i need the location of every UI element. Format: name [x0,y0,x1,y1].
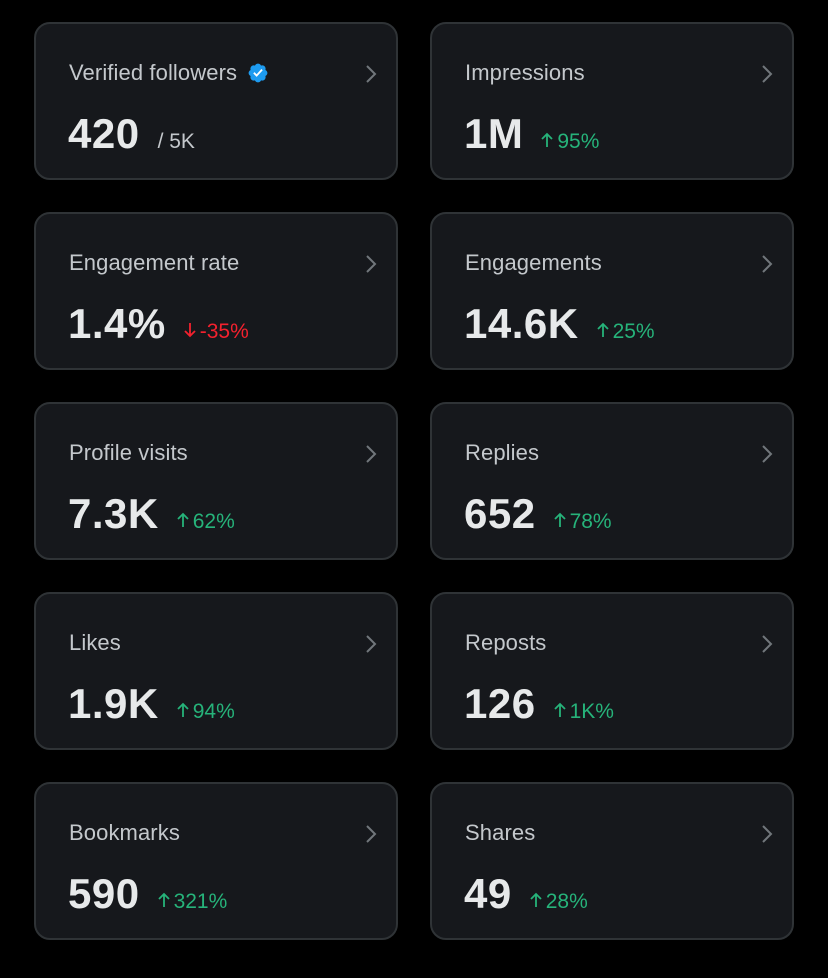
card-delta-value: 28% [545,890,588,913]
chevron-right-icon[interactable] [760,444,774,464]
card-value: 1.4% [68,300,166,347]
card-value-row: 1M 95% [464,110,599,158]
card-verified-followers[interactable]: Verified followers 420 / 5K [34,22,398,180]
card-label: Likes [69,630,121,655]
card-delta-value: 1K% [569,700,614,723]
card-value-row: 420 / 5K [68,110,195,158]
card-header: Verified followers [69,60,269,86]
arrow-down-icon [184,323,196,338]
card-header: Profile visits [69,440,188,466]
card-delta-value: 62% [192,510,235,533]
card-delta-value: 94% [192,700,235,723]
verified-badge-icon [248,63,268,83]
card-value: 7.3K [68,490,159,537]
card-label: Impressions [465,60,585,85]
card-label: Bookmarks [69,820,180,845]
card-value: 126 [464,680,536,727]
chevron-right-icon[interactable] [364,64,378,84]
card-delta: 321% [157,890,228,914]
card-delta-value: 78% [569,510,612,533]
chevron-right-icon[interactable] [364,254,378,274]
card-label: Verified followers [69,60,238,85]
card-delta-value: 95% [557,130,600,153]
card-header: Engagements [465,250,602,276]
card-value-row: 1.4% -35% [68,300,249,348]
card-header: Shares [465,820,535,846]
chevron-right-icon[interactable] [760,824,774,844]
card-value-row: 14.6K 25% [464,300,655,348]
card-bookmarks[interactable]: Bookmarks 590 321% [34,782,398,940]
card-header: Engagement rate [69,250,239,276]
card-impressions[interactable]: Impressions 1M 95% [430,22,794,180]
card-delta: 78% [553,510,612,534]
card-header: Bookmarks [69,820,180,846]
card-value-row: 7.3K 62% [68,490,235,538]
card-value-row: 49 28% [464,870,588,918]
card-header: Impressions [465,60,585,86]
card-delta: 25% [596,320,655,344]
card-label: Reposts [465,630,547,655]
arrow-up-icon [530,892,542,907]
arrow-up-icon [541,132,553,147]
card-delta-value: 25% [612,320,655,343]
card-value: 1M [464,110,524,157]
card-value: 420 [68,110,140,157]
analytics-grid: Verified followers 420 / 5K Impressions … [34,22,794,940]
card-value: 49 [464,870,512,917]
card-delta: -35% [184,320,249,344]
card-replies[interactable]: Replies 652 78% [430,402,794,560]
card-shares[interactable]: Shares 49 28% [430,782,794,940]
chevron-right-icon[interactable] [760,254,774,274]
card-label: Shares [465,820,536,845]
chevron-right-icon[interactable] [760,64,774,84]
chevron-right-icon[interactable] [364,444,378,464]
card-reposts[interactable]: Reposts 126 1K% [430,592,794,750]
card-value-row: 590 321% [68,870,227,918]
card-value: 1.9K [68,680,159,727]
card-label: Profile visits [69,440,188,465]
arrow-up-icon [177,512,189,527]
card-value: 652 [464,490,536,537]
chevron-right-icon[interactable] [760,634,774,654]
card-label: Replies [465,440,540,465]
arrow-up-icon [553,512,566,527]
card-delta: 95% [541,130,599,154]
card-profile-visits[interactable]: Profile visits 7.3K 62% [34,402,398,560]
card-value-row: 1.9K 94% [68,680,235,728]
arrow-up-icon [553,702,566,717]
card-value-row: 126 1K% [464,680,614,728]
card-delta-value: -35% [199,320,249,343]
card-header: Reposts [465,630,546,656]
chevron-right-icon[interactable] [364,824,378,844]
card-value: 590 [68,870,140,917]
card-engagements[interactable]: Engagements 14.6K 25% [430,212,794,370]
arrow-up-icon [157,892,170,907]
card-value: 14.6K [464,300,579,347]
card-engagement-rate[interactable]: Engagement rate 1.4% -35% [34,212,398,370]
arrow-up-icon [596,322,609,337]
card-label: Engagements [465,250,602,275]
card-likes[interactable]: Likes 1.9K 94% [34,592,398,750]
card-delta-value: 321% [173,890,228,913]
card-sub-value: / 5K [157,130,195,153]
card-header: Likes [69,630,121,656]
card-label: Engagement rate [69,250,240,275]
card-delta: 62% [177,510,235,534]
chevron-right-icon[interactable] [364,634,378,654]
card-delta: 1K% [553,700,614,724]
card-delta: 94% [177,700,235,724]
card-delta: 28% [530,890,588,914]
card-value-row: 652 78% [464,490,612,538]
arrow-up-icon [177,702,189,717]
card-header: Replies [465,440,539,466]
